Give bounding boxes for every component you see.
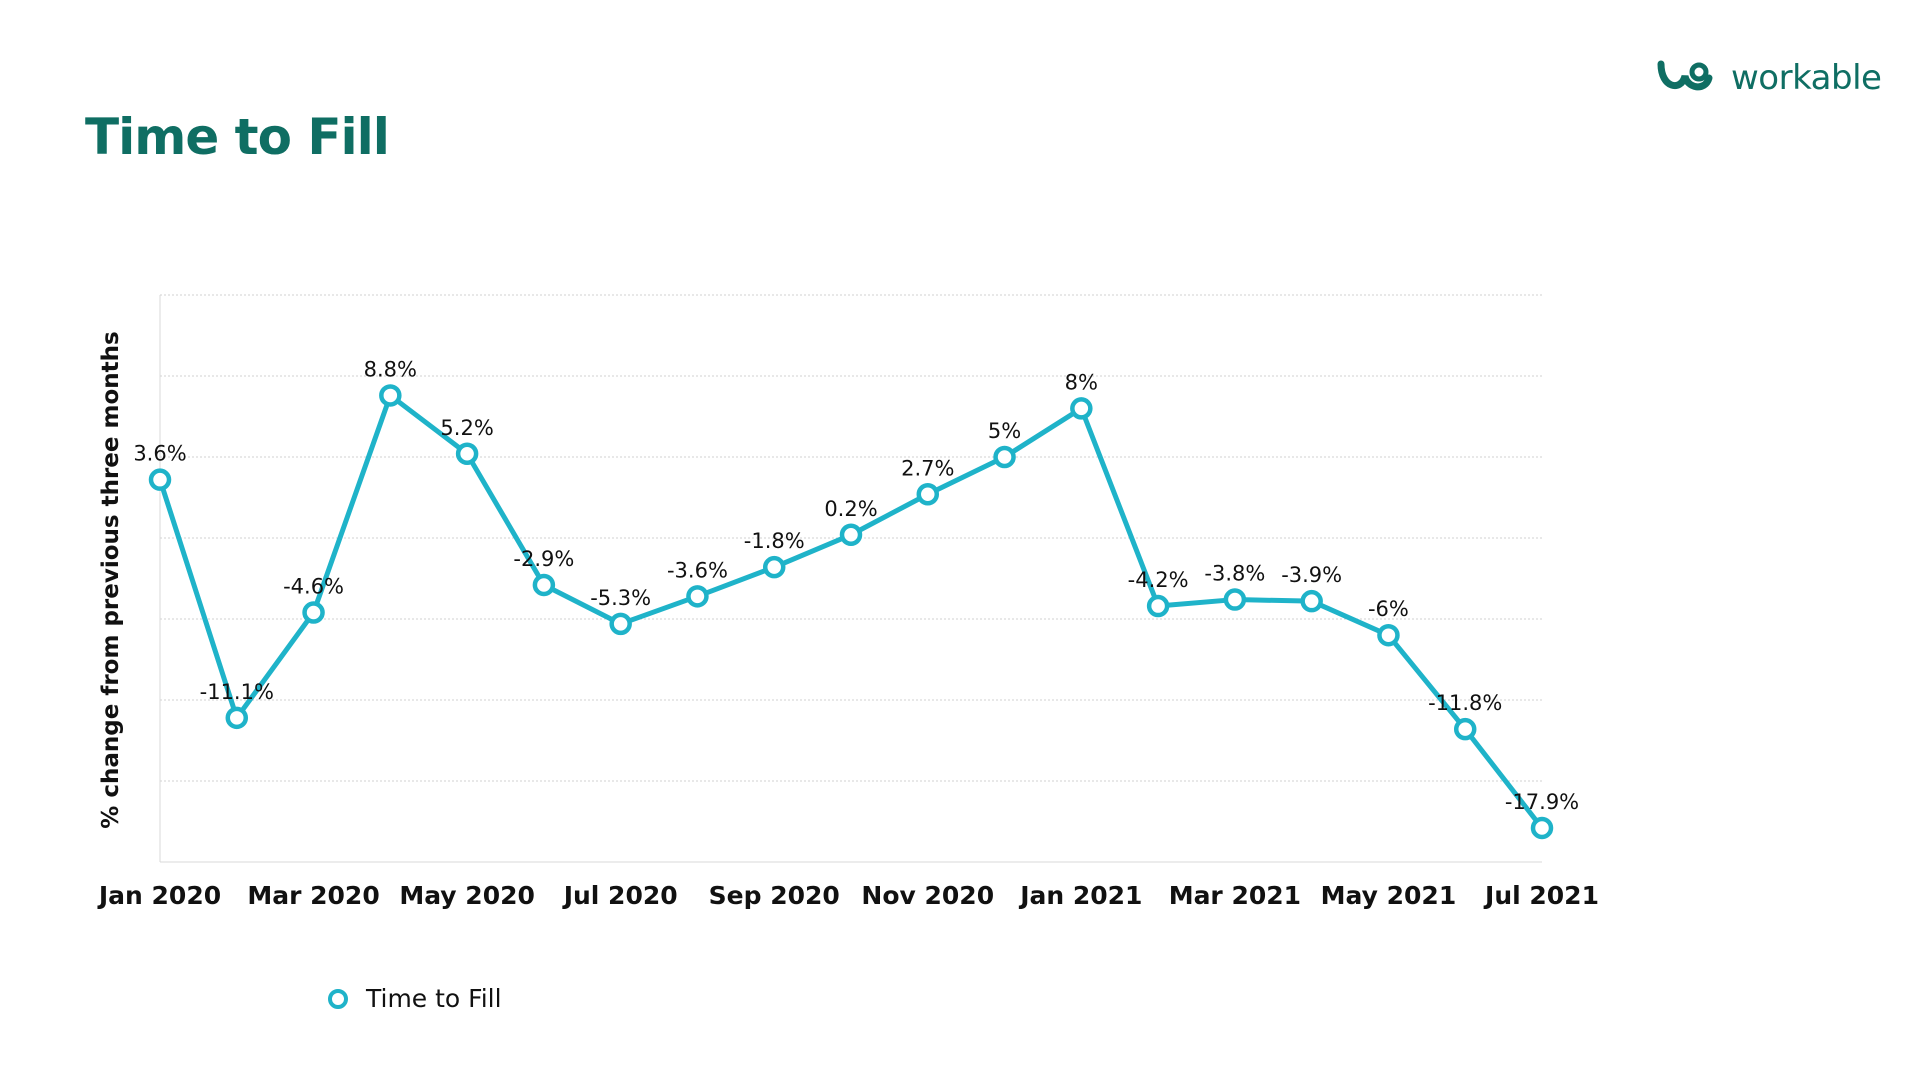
y-axis-label: % change from previous three months [98, 331, 124, 828]
data-point [762, 555, 786, 579]
data-label: -11.1% [200, 680, 274, 704]
data-point [1300, 589, 1323, 613]
chart-legend: Time to Fill [328, 984, 502, 1013]
data-point [1377, 623, 1400, 647]
data-point [302, 601, 325, 624]
data-point [1453, 717, 1477, 741]
data-point [225, 706, 249, 730]
data-label: -2.9% [513, 547, 574, 571]
x-tick-label: Mar 2020 [247, 881, 379, 910]
data-label: 8.8% [364, 357, 417, 381]
data-point [148, 468, 172, 491]
data-point [839, 523, 863, 547]
data-point [379, 384, 402, 407]
data-label: 0.2% [824, 497, 877, 521]
x-tick-label: Nov 2020 [861, 881, 994, 910]
data-label: 5% [988, 419, 1021, 443]
data-label: 2.7% [901, 456, 954, 480]
data-label: -3.9% [1281, 563, 1342, 587]
data-label: 3.6% [133, 442, 186, 466]
x-tick-label: Jan 2020 [97, 881, 221, 910]
data-point [1223, 588, 1247, 611]
data-point [916, 483, 940, 506]
legend-marker-icon [328, 988, 348, 1009]
workable-logo-icon [1657, 60, 1713, 91]
data-point [686, 585, 709, 608]
x-tick-label: Jul 2021 [1483, 881, 1599, 910]
data-label: -17.9% [1505, 790, 1579, 814]
data-label: -3.6% [667, 558, 728, 582]
data-point [1146, 594, 1170, 618]
page-title: Time to Fill [85, 108, 390, 166]
x-tick-label: Mar 2021 [1169, 881, 1301, 910]
data-point [532, 573, 556, 597]
brand-logo: workable [1655, 58, 1882, 98]
data-point [1070, 397, 1093, 420]
data-label: -1.8% [744, 529, 805, 553]
x-tick-label: May 2020 [399, 881, 535, 910]
data-point [455, 442, 479, 466]
data-point [993, 445, 1016, 469]
x-tick-label: Sep 2020 [709, 881, 840, 910]
series-line [157, 392, 1544, 830]
x-tick-label: Jul 2020 [562, 881, 678, 910]
data-label: -4.6% [283, 575, 344, 599]
data-label: -11.8% [1428, 691, 1502, 715]
data-label: -3.8% [1204, 562, 1265, 586]
data-label: 5.2% [440, 416, 493, 440]
data-label: -5.3% [590, 586, 651, 610]
x-tick-label: Jan 2021 [1018, 881, 1142, 910]
data-point [609, 612, 632, 636]
x-tick-label: May 2021 [1321, 881, 1457, 910]
legend-label: Time to Fill [366, 984, 502, 1013]
data-point [1530, 816, 1554, 840]
data-label: -6% [1368, 597, 1409, 621]
data-label: -4.2% [1128, 568, 1189, 592]
data-label: 8% [1065, 370, 1098, 394]
brand-name: workable [1731, 58, 1882, 98]
